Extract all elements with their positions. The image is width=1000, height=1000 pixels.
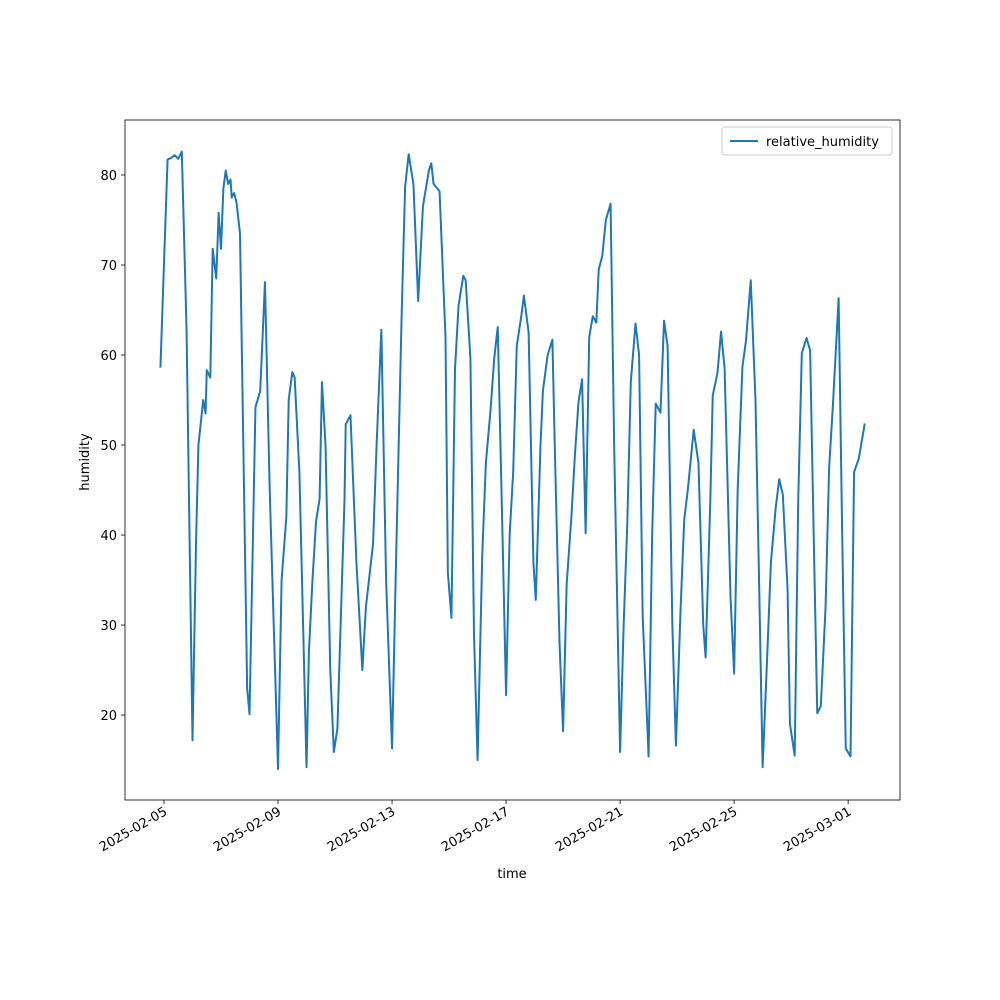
- line: [159, 150, 866, 771]
- x-tick-label: 2025-02-25: [667, 804, 740, 855]
- x-tick-label: 2025-02-13: [325, 804, 398, 855]
- legend-box: [721, 126, 893, 156]
- y-axis-label: humidity: [78, 433, 93, 491]
- x-axis-label: time: [497, 867, 526, 882]
- x-tick-label: 2025-02-09: [211, 804, 284, 855]
- y-tick-label: 40: [100, 529, 117, 544]
- y-tick-label: 20: [100, 709, 117, 724]
- x-tick-label: 2025-02-17: [439, 804, 512, 855]
- y-tick-label: 30: [100, 619, 117, 634]
- y-tick-label: 80: [100, 169, 117, 184]
- x-tick-label: 2025-02-05: [97, 804, 170, 855]
- y-tick-label: 70: [100, 259, 117, 274]
- legend-label: relative_humidity: [766, 135, 879, 150]
- y-tick-label: 60: [100, 349, 117, 364]
- y-tick-label: 50: [100, 439, 117, 454]
- x-tick-label: 2025-03-01: [781, 804, 854, 855]
- x-tick-label: 2025-02-21: [553, 804, 626, 855]
- plot-frame: [124, 119, 901, 801]
